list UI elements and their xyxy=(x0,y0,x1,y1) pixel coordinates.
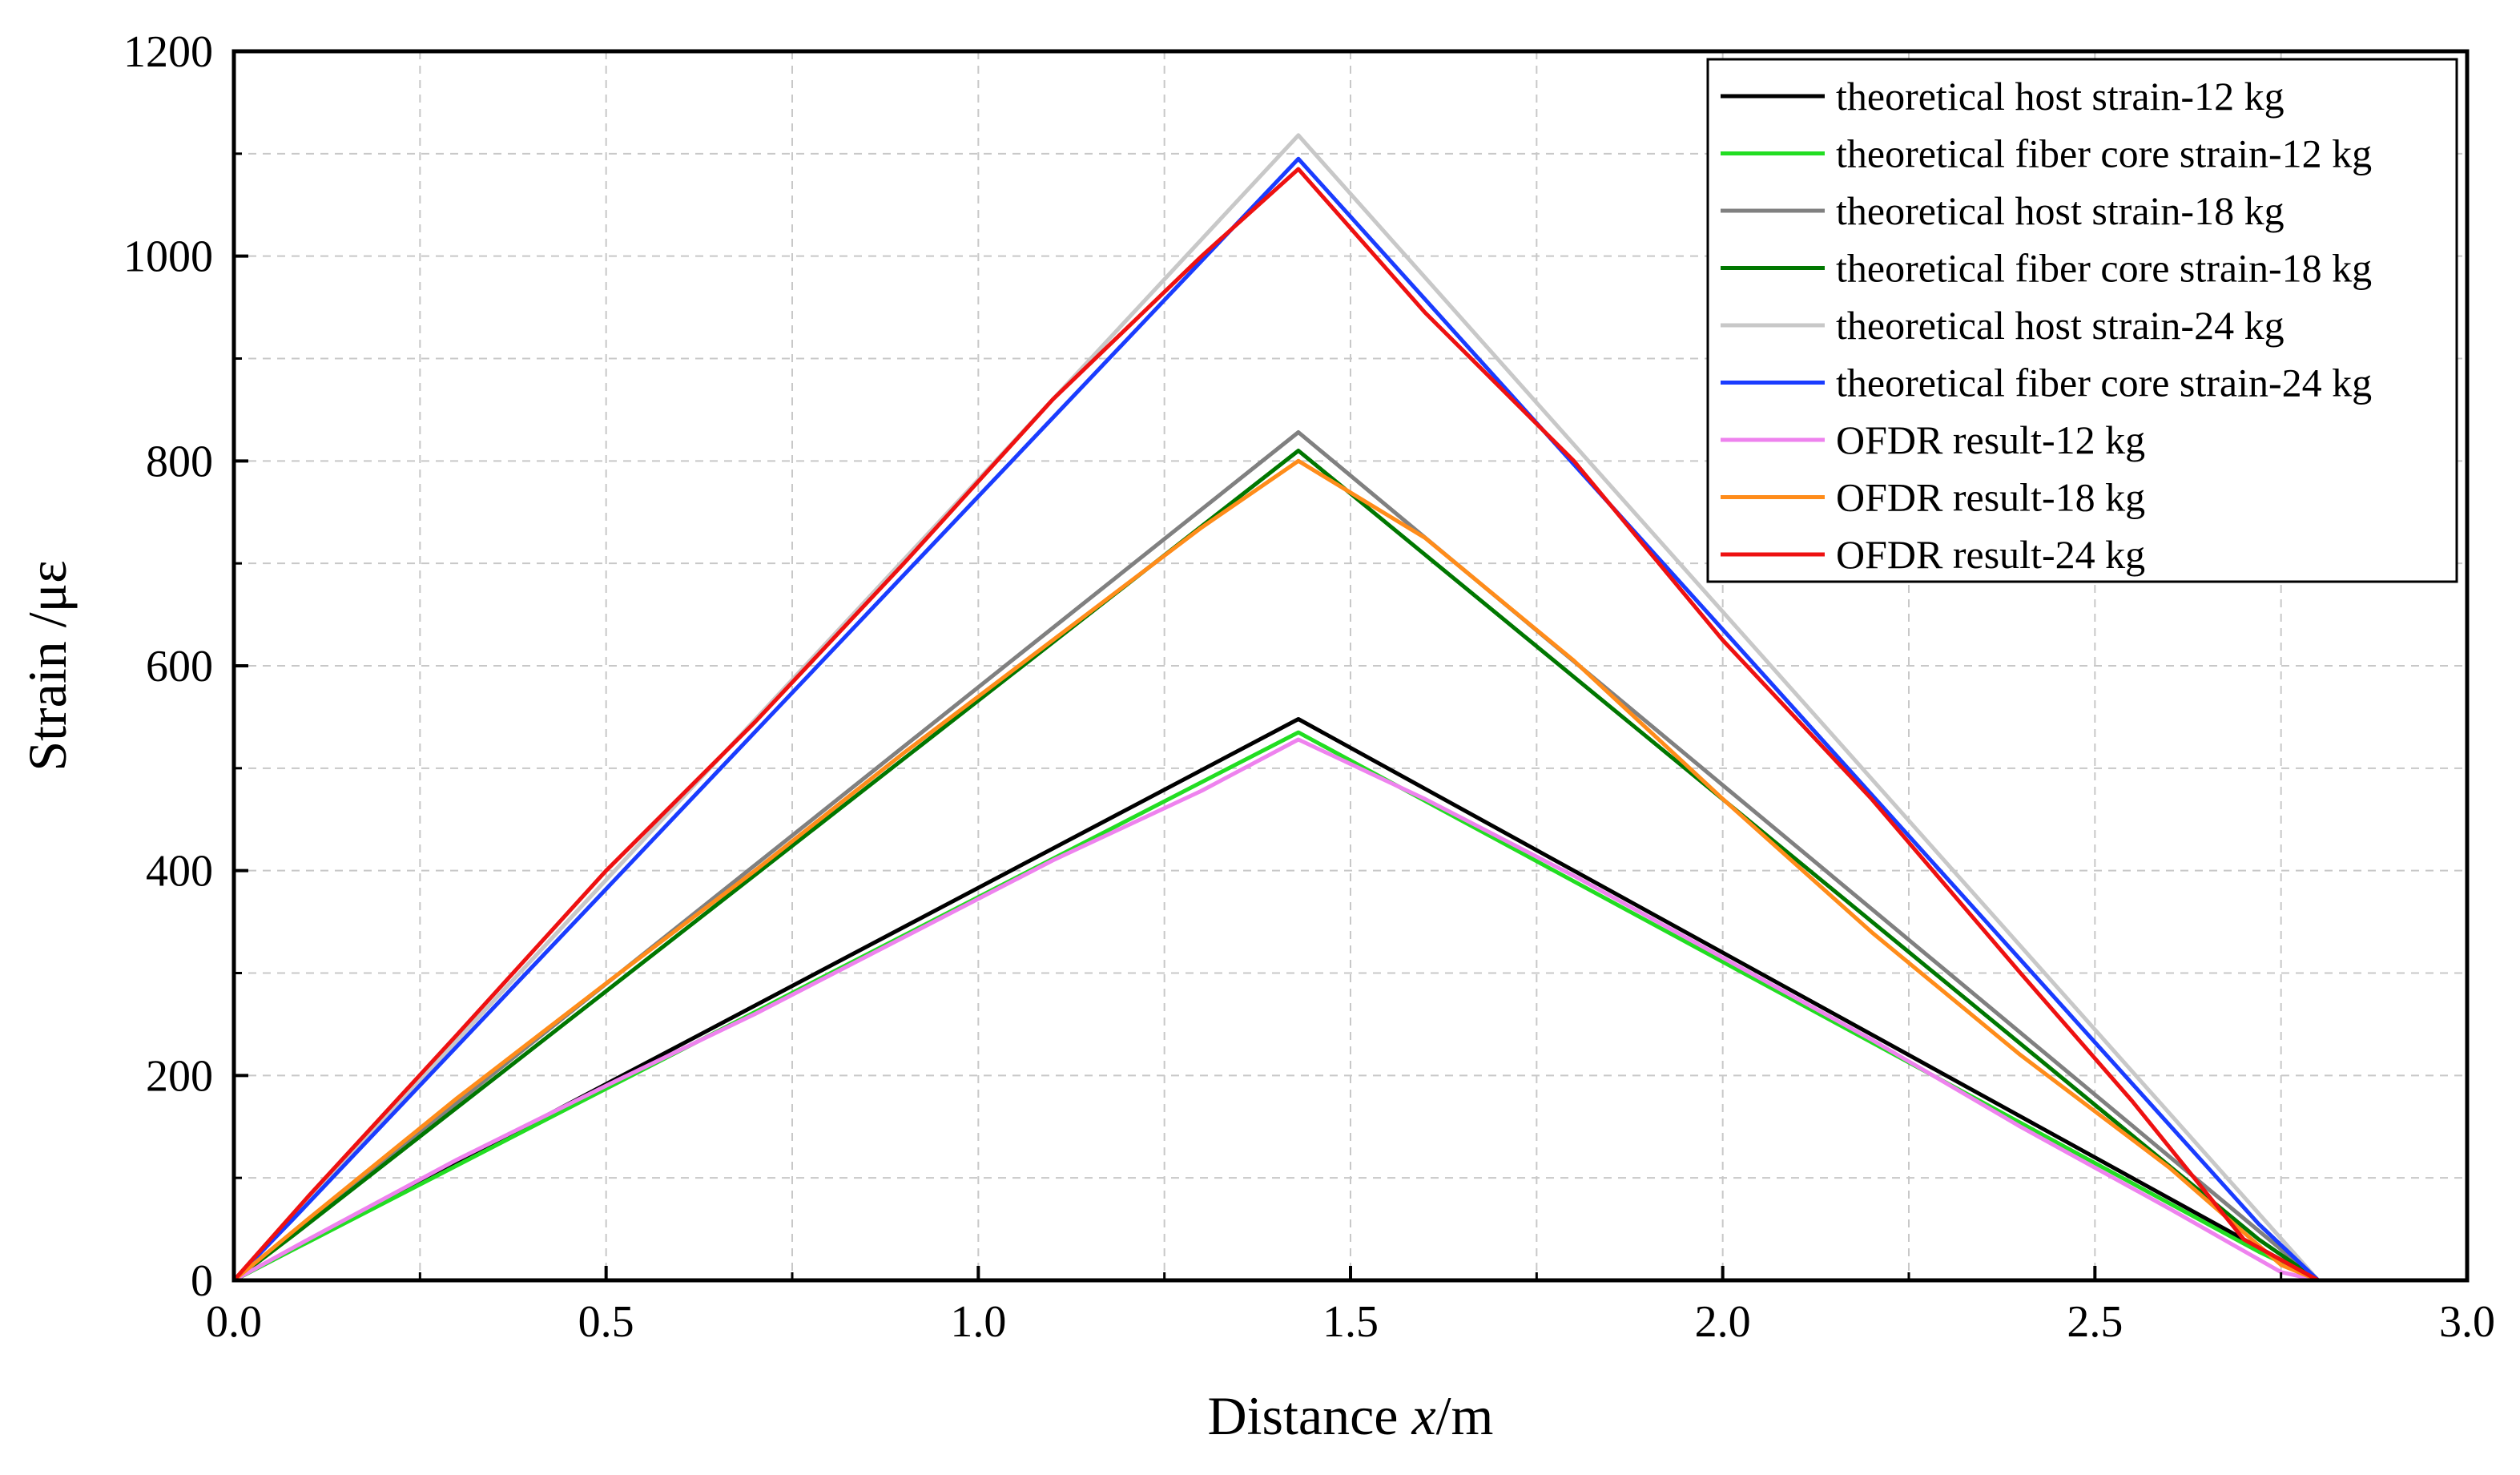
x-tick-label: 1.0 xyxy=(950,1297,1006,1347)
x-axis-title-prefix: Distance xyxy=(1208,1385,1412,1446)
tick-labels: 0.0 0.5 1.0 1.5 2.0 2.5 3.0 0 200 400 600 800 1000 12… xyxy=(123,27,2495,1347)
x-axis-title: Distance x/m xyxy=(1208,1385,1494,1446)
legend-label: theoretical fiber core strain-12 kg xyxy=(1836,131,2372,176)
y-tick-label: 0 xyxy=(191,1256,213,1306)
x-tick-label: 2.0 xyxy=(1695,1297,1751,1347)
legend-label: OFDR result-24 kg xyxy=(1836,532,2145,577)
legend-label: theoretical host strain-24 kg xyxy=(1836,303,2285,348)
x-tick-label: 0.5 xyxy=(578,1297,634,1347)
y-tick-label: 400 xyxy=(146,847,213,897)
series-lines xyxy=(232,133,2320,1283)
y-tick-label: 1000 xyxy=(123,232,213,282)
series-line xyxy=(232,156,2320,1282)
series-line xyxy=(232,133,2320,1282)
axis-ticks xyxy=(232,50,2469,1282)
legend-box xyxy=(1706,58,2458,583)
y-tick-label: 200 xyxy=(146,1051,213,1101)
legend-label: OFDR result-12 kg xyxy=(1836,417,2145,462)
x-tick-label: 1.5 xyxy=(1322,1297,1379,1347)
legend-items: theoretical host strain-12 kg theoretical… xyxy=(1721,74,2372,577)
legend-label: theoretical fiber core strain-18 kg xyxy=(1836,246,2372,291)
legend: theoretical host strain-12 kg theoretical… xyxy=(1706,58,2458,583)
legend-label: theoretical host strain-18 kg xyxy=(1836,188,2285,233)
x-axis-title-variable: x xyxy=(1411,1385,1435,1446)
x-tick-label: 0.0 xyxy=(206,1297,262,1347)
series-line xyxy=(232,167,2320,1283)
series-line xyxy=(232,449,2320,1283)
legend-label: OFDR result-18 kg xyxy=(1836,475,2145,520)
y-tick-label: 600 xyxy=(146,642,213,691)
y-axis-title: Strain /με xyxy=(17,560,78,771)
y-tick-label: 1200 xyxy=(123,27,213,77)
series-line xyxy=(232,458,2320,1283)
x-tick-label: 2.5 xyxy=(2067,1297,2123,1347)
x-axis-title-suffix: /m xyxy=(1436,1385,1494,1446)
series-line xyxy=(232,737,2319,1283)
y-tick-label: 800 xyxy=(146,437,213,486)
legend-label: theoretical fiber core strain-24 kg xyxy=(1836,361,2372,405)
legend-label: theoretical host strain-12 kg xyxy=(1836,74,2285,119)
x-tick-label: 3.0 xyxy=(2439,1297,2495,1347)
